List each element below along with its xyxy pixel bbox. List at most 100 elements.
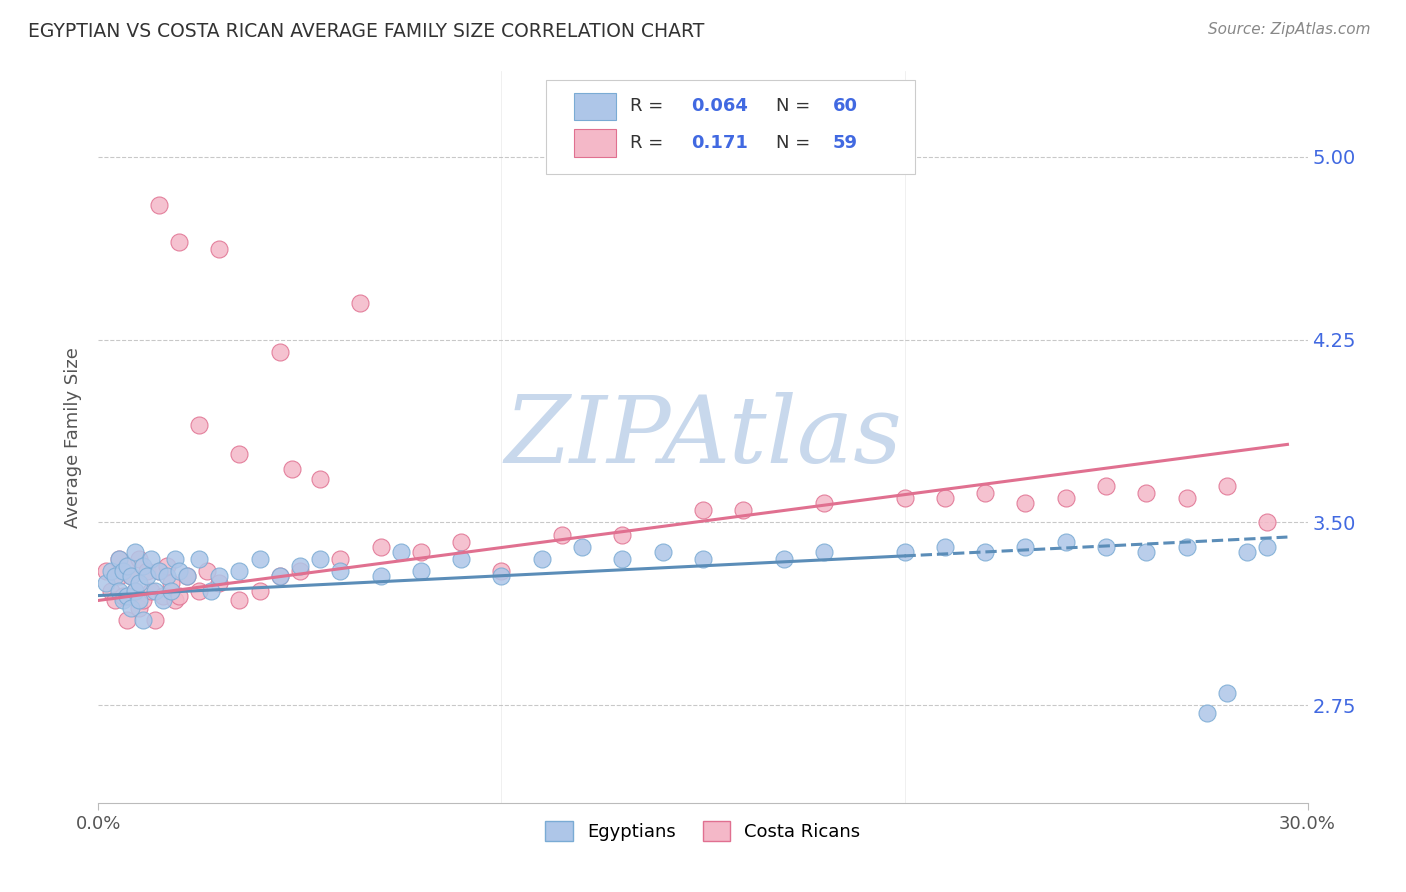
- Point: [974, 486, 997, 500]
- Point: [1135, 486, 1157, 500]
- Point: [148, 564, 170, 578]
- Point: [612, 552, 634, 566]
- Text: Source: ZipAtlas.com: Source: ZipAtlas.com: [1208, 22, 1371, 37]
- Text: 60: 60: [832, 97, 858, 115]
- Point: [167, 235, 190, 249]
- Point: [100, 583, 122, 598]
- Point: [143, 613, 166, 627]
- Point: [1014, 540, 1036, 554]
- Point: [124, 583, 146, 598]
- Point: [107, 552, 129, 566]
- Bar: [574, 129, 616, 157]
- Text: N =: N =: [776, 134, 815, 152]
- Point: [139, 583, 162, 598]
- Point: [1195, 706, 1218, 720]
- Point: [733, 503, 755, 517]
- Point: [152, 593, 174, 607]
- Point: [163, 552, 186, 566]
- Point: [228, 447, 250, 461]
- Point: [124, 583, 146, 598]
- Legend: Egyptians, Costa Ricans: Egyptians, Costa Ricans: [538, 814, 868, 848]
- Point: [249, 552, 271, 566]
- Point: [111, 593, 134, 607]
- Point: [409, 544, 432, 558]
- Point: [1175, 491, 1198, 505]
- Text: R =: R =: [630, 134, 675, 152]
- Point: [103, 593, 125, 607]
- Point: [188, 417, 211, 432]
- Point: [370, 569, 392, 583]
- Point: [120, 569, 142, 583]
- Point: [132, 559, 155, 574]
- Point: [571, 540, 593, 554]
- Point: [1095, 479, 1118, 493]
- Point: [1135, 544, 1157, 558]
- Point: [208, 569, 231, 583]
- Point: [107, 569, 129, 583]
- Point: [329, 552, 352, 566]
- Point: [1095, 540, 1118, 554]
- Point: [281, 462, 304, 476]
- Point: [450, 535, 472, 549]
- Point: [893, 544, 915, 558]
- Point: [450, 552, 472, 566]
- Point: [115, 589, 138, 603]
- Point: [612, 527, 634, 541]
- Point: [96, 564, 118, 578]
- Point: [934, 540, 956, 554]
- Point: [156, 559, 179, 574]
- Point: [128, 576, 150, 591]
- Point: [167, 564, 190, 578]
- Point: [152, 589, 174, 603]
- Text: R =: R =: [630, 97, 669, 115]
- Point: [167, 589, 190, 603]
- Point: [813, 544, 835, 558]
- Point: [934, 491, 956, 505]
- Point: [269, 569, 291, 583]
- Point: [96, 576, 118, 591]
- Point: [974, 544, 997, 558]
- Point: [228, 564, 250, 578]
- Point: [188, 583, 211, 598]
- Point: [120, 569, 142, 583]
- Point: [188, 552, 211, 566]
- Point: [195, 564, 218, 578]
- Point: [160, 583, 183, 598]
- Y-axis label: Average Family Size: Average Family Size: [65, 347, 83, 527]
- Text: N =: N =: [776, 97, 815, 115]
- Point: [115, 559, 138, 574]
- Point: [156, 569, 179, 583]
- Point: [772, 552, 794, 566]
- Point: [132, 613, 155, 627]
- Point: [370, 540, 392, 554]
- Point: [288, 559, 311, 574]
- Point: [103, 569, 125, 583]
- Point: [160, 576, 183, 591]
- Point: [228, 593, 250, 607]
- Text: EGYPTIAN VS COSTA RICAN AVERAGE FAMILY SIZE CORRELATION CHART: EGYPTIAN VS COSTA RICAN AVERAGE FAMILY S…: [28, 22, 704, 41]
- Point: [143, 583, 166, 598]
- Point: [128, 600, 150, 615]
- Point: [107, 583, 129, 598]
- Text: ZIPAtlas: ZIPAtlas: [505, 392, 901, 482]
- Point: [120, 600, 142, 615]
- Point: [813, 496, 835, 510]
- Text: 0.171: 0.171: [690, 134, 748, 152]
- Point: [389, 544, 412, 558]
- Point: [491, 564, 513, 578]
- Point: [309, 471, 332, 485]
- Point: [1054, 491, 1077, 505]
- Text: 59: 59: [832, 134, 858, 152]
- Point: [100, 564, 122, 578]
- Point: [349, 296, 371, 310]
- Point: [132, 593, 155, 607]
- Point: [893, 491, 915, 505]
- Point: [309, 552, 332, 566]
- Bar: [574, 93, 616, 120]
- Point: [115, 613, 138, 627]
- Point: [139, 552, 162, 566]
- Point: [115, 559, 138, 574]
- Point: [409, 564, 432, 578]
- Point: [148, 198, 170, 212]
- Point: [111, 589, 134, 603]
